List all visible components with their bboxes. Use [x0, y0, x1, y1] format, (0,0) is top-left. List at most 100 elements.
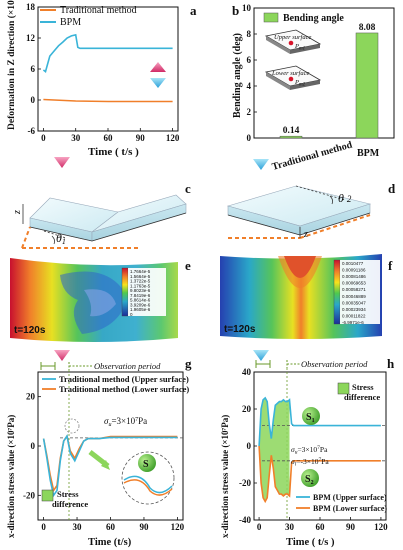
stress-diff-h-1: Stress: [352, 382, 374, 392]
b-ytick-3: 6: [247, 55, 252, 65]
panel-g-yticks: -20 0 20: [23, 392, 41, 500]
panel-a-xticks: 0 30 60 90 120: [41, 128, 180, 143]
legend-swatch-bending: [263, 12, 279, 23]
observation-period-g: Observation period: [94, 361, 161, 371]
panel-c-letter: c: [185, 181, 191, 196]
b-ytick-2: 4: [247, 81, 252, 91]
svg-text:σl=-3×107Pa: σl=-3×107Pa: [291, 457, 329, 468]
s1-sub: 1: [312, 418, 315, 424]
s1-ball: [302, 407, 320, 425]
g-xtick-4: 120: [171, 522, 185, 532]
s1-label: S: [306, 412, 312, 423]
h-ytick-3: 20: [242, 404, 252, 414]
s-label-g: S: [143, 459, 149, 470]
panel-a-ylabel: Deformation in Z direction (×10⁻⁴m): [6, 0, 17, 130]
s2-sub: 2: [311, 480, 314, 486]
panel-a-xlabel: Time ( t/s ): [88, 146, 139, 158]
theta1-sub: 1: [62, 237, 66, 246]
f-cbar-1: 0.00091186: [342, 268, 366, 273]
colorbar-e: [121, 267, 129, 317]
sigma-l-h-exp: 7: [318, 457, 321, 463]
sigma-g-unit: Pa: [138, 416, 147, 426]
series-bpm-lower-line: [258, 445, 381, 504]
panel-e-letter: e: [185, 258, 191, 273]
panel-h-xlabel: Time ( t/s ): [286, 537, 335, 548]
sigma-g-val: =3×10: [111, 416, 135, 426]
pm2-dot: [288, 76, 294, 82]
f-cbar-4: 0.00058271: [342, 287, 366, 292]
panel-c: c θ1 z: [12, 181, 191, 249]
sigma-g-exp: 7: [135, 417, 138, 423]
svg-text:S2: S2: [305, 474, 314, 486]
pm1-dot: [288, 40, 294, 46]
a-xtick-2: 60: [104, 133, 114, 143]
legend-trad-lower: Traditional method (Lower surface): [59, 384, 189, 394]
down-arrow-left-1: [54, 157, 70, 168]
panel-h-yticks: -40 -20 0 20 40: [239, 367, 257, 525]
bar-label-1: 8.08: [359, 23, 376, 33]
svg-text:σu=3×107Pa: σu=3×107Pa: [291, 445, 328, 456]
f-cbar-8: 0.00011822: [342, 313, 366, 318]
g-ytick-2: 20: [26, 392, 36, 402]
h-ytick-1: -20: [239, 478, 251, 488]
g-xtick-3: 90: [139, 522, 149, 532]
svg-text:θ1: θ1: [56, 231, 66, 246]
b-ytick-4: 8: [247, 29, 252, 39]
a-ytick-3: 12: [26, 33, 36, 43]
legend-trad-upper: Traditional method (Upper surface): [59, 374, 189, 384]
time-label-e: t=120s: [14, 325, 46, 336]
a-ytick-4: 18: [26, 2, 36, 12]
panel-d-letter: d: [388, 181, 396, 196]
series-traditional-line: [43, 98, 173, 103]
sigma-u-h-exp: 7: [317, 445, 320, 451]
a-xtick-4: 120: [166, 133, 180, 143]
h-xtick-1: 30: [285, 522, 295, 532]
zoom-inset-g: [121, 451, 175, 505]
sigma-g: σ: [104, 416, 109, 426]
panel-a: a -6 0 6 12 18 0 30 60 90 120 Traditional method…: [6, 0, 197, 158]
z-label-d: z: [303, 229, 308, 240]
s-ball-g: [138, 454, 156, 472]
bar-label-0: 0.14: [283, 126, 300, 136]
a-ytick-0: -6: [28, 126, 36, 136]
e-cbar-6: 5.8614e-6: [130, 298, 151, 303]
f-cbar-2: 0.00081486: [342, 274, 366, 279]
e-cbar-0: 1.7664e-5: [130, 269, 151, 274]
panel-g-letter: g: [185, 356, 192, 371]
panel-h-series: [258, 396, 381, 504]
panel-h: h -40 -20 0 20 40 0 30 60 90 120 Observation per…: [220, 356, 395, 548]
a-xtick-3: 90: [136, 133, 146, 143]
h-xtick-3: 90: [346, 522, 356, 532]
legend-bpm: BPM: [60, 17, 81, 28]
panel-h-ylabel: x-direction stress value (×10⁷Pa): [220, 415, 230, 538]
s2-ball: [301, 469, 319, 487]
legend-bending: Bending angle: [283, 13, 344, 24]
theta2-label: θ: [338, 191, 344, 205]
svg-text:θ2: θ2: [338, 191, 352, 205]
colorbar-e-labels: 1.7664e-51.5664e-51.3722e-51.1763e-59.80…: [130, 269, 151, 317]
panel-b: b 0 2 4 6 8 10 Bending angle 0.14 8.08 Upper s…: [232, 3, 395, 173]
a-xtick-0: 0: [41, 133, 46, 143]
reference-dashed-lines: [21, 226, 140, 249]
h-xtick-2: 60: [316, 522, 326, 532]
g-xtick-2: 60: [106, 522, 116, 532]
f-cbar-9: -6.9971e-6: [342, 320, 364, 325]
surface-inset: Upper surface Pm1 Lower surface Pm2: [264, 29, 322, 90]
panel-g-ylabel: x-direction stress value (×10⁷Pa): [6, 415, 16, 538]
a-ytick-2: 6: [31, 64, 36, 74]
b-ytick-5: 10: [242, 3, 252, 13]
observation-period-h: Observation period: [301, 359, 368, 369]
colorbar-f: [333, 259, 341, 325]
sigma-u-h-sub: u: [295, 450, 298, 456]
h-ytick-2: 0: [247, 441, 252, 451]
time-label-f: t=120s: [224, 324, 256, 335]
panel-h-xticks: 0 30 60 90 120: [257, 517, 388, 532]
f-cbar-3: 0.00069653: [342, 281, 366, 286]
legend-bpm-lower: BPM (Lower surface): [313, 504, 387, 513]
g-xtick-0: 0: [41, 522, 46, 532]
e-cbar-1: 1.5664e-5: [130, 274, 151, 279]
f-cbar-0: 0.0010477: [342, 261, 364, 266]
sigma-g-sub: u: [108, 422, 111, 428]
panel-b-ylabel: Bending angle (deg): [232, 33, 243, 118]
